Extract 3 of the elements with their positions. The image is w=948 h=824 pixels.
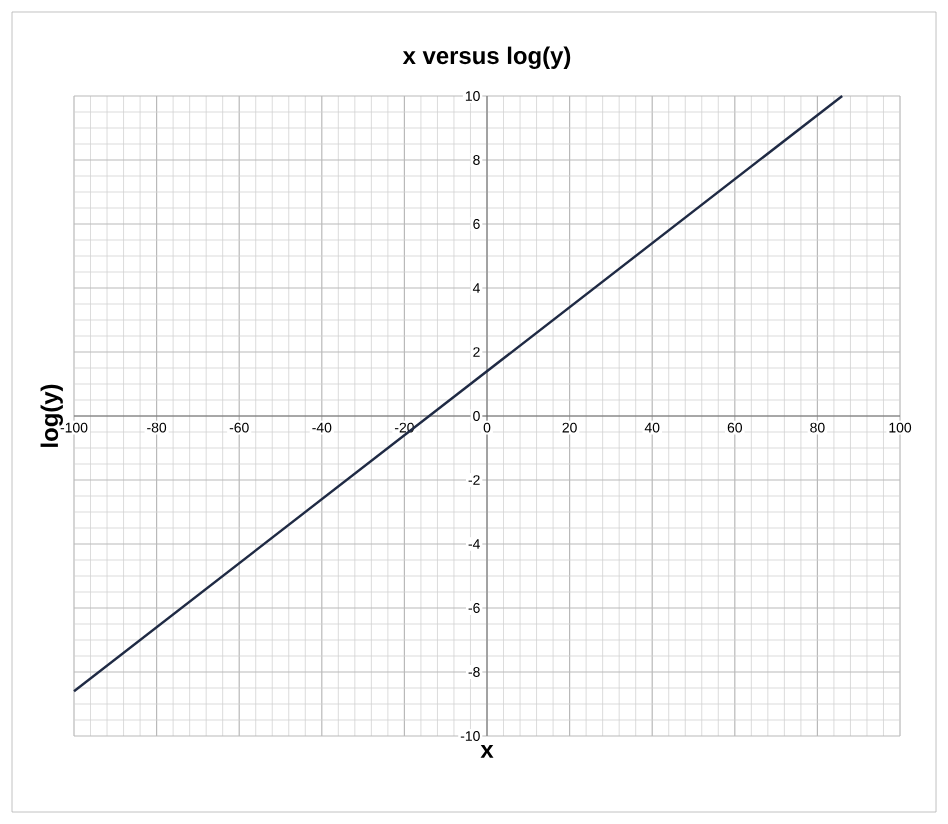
x-axis-title: x — [480, 745, 494, 758]
y-axis-title: log(y) — [40, 384, 63, 447]
chart-title: x versus log(y) — [402, 46, 571, 69]
